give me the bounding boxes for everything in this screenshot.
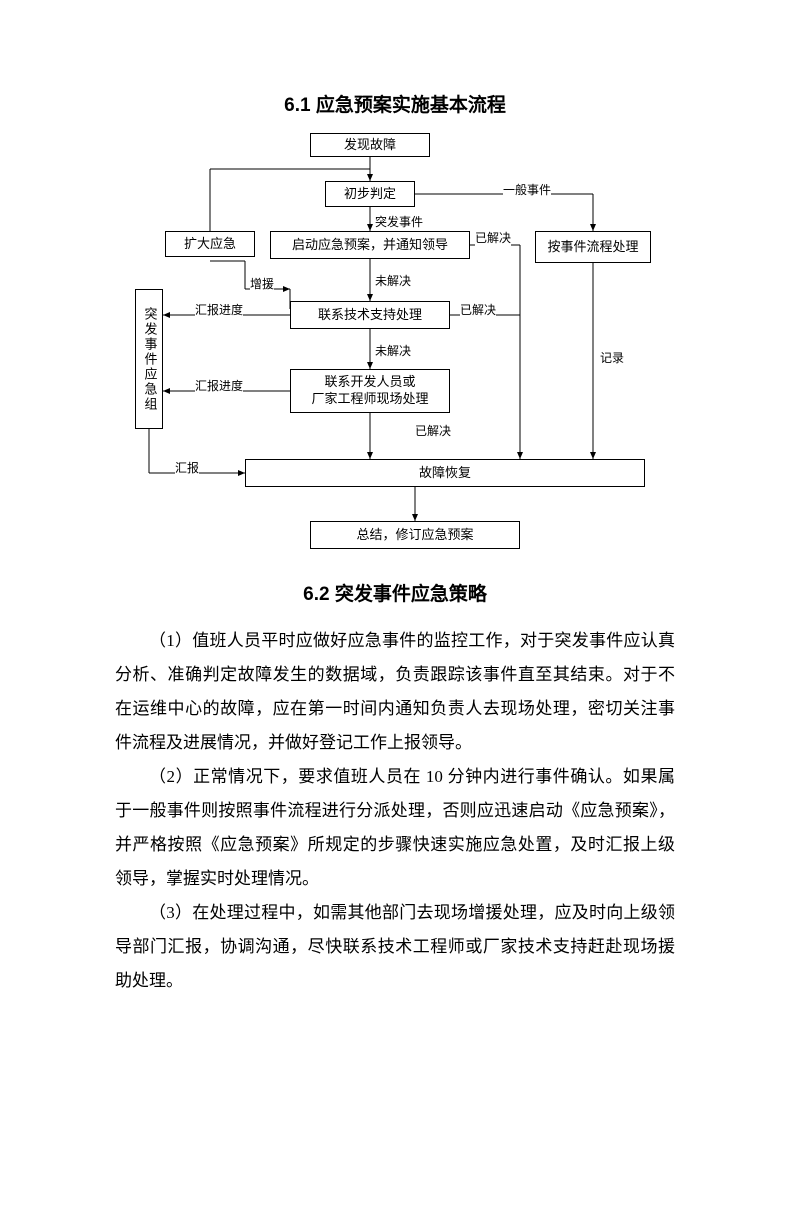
paragraph-3: （3）在处理过程中，如需其他部门去现场增援处理，应及时向上级领导部门汇报，协调沟… (115, 896, 675, 998)
label-unsolved-2: 未解决 (375, 342, 411, 359)
node-start-plan: 启动应急预案，并通知领导 (270, 231, 470, 259)
node-discover-fault: 发现故障 (310, 133, 430, 157)
label-reinforce: 增援 (250, 275, 274, 292)
label-solved-2: 已解决 (460, 301, 496, 318)
page: 6.1 应急预案实施基本流程 (0, 90, 790, 1209)
paragraph-2: （2）正常情况下，要求值班人员在 10 分钟内进行事件确认。如果属于一般事件则按… (115, 760, 675, 896)
label-progress-2: 汇报进度 (195, 377, 243, 394)
label-record: 记录 (600, 349, 624, 366)
node-emergency-group: 突发事件应急组 (135, 289, 163, 429)
node-tech-support: 联系技术支持处理 (290, 301, 450, 329)
label-unsolved-1: 未解决 (375, 272, 411, 289)
label-solved-1: 已解决 (475, 229, 511, 246)
node-recover: 故障恢复 (245, 459, 645, 487)
label-sudden-event: 突发事件 (375, 213, 423, 230)
node-developer: 联系开发人员或 厂家工程师现场处理 (290, 369, 450, 413)
node-normal-process: 按事件流程处理 (535, 231, 651, 263)
node-expand: 扩大应急 (165, 231, 255, 257)
label-normal-event: 一般事件 (503, 181, 551, 198)
label-progress-1: 汇报进度 (195, 301, 243, 318)
paragraph-1: （1）值班人员平时应做好应急事件的监控工作，对于突发事件应认真分析、准确判定故障… (115, 624, 675, 760)
node-initial-judge: 初步判定 (325, 181, 415, 207)
label-report: 汇报 (175, 459, 199, 476)
section-heading-6-2: 6.2 突发事件应急策略 (0, 579, 790, 606)
node-summary: 总结，修订应急预案 (310, 521, 520, 549)
body-text: （1）值班人员平时应做好应急事件的监控工作，对于突发事件应认真分析、准确判定故障… (115, 624, 675, 998)
section-heading-6-1: 6.1 应急预案实施基本流程 (0, 90, 790, 117)
flowchart: 发现故障 初步判定 启动应急预案，并通知领导 联系技术支持处理 联系开发人员或 … (115, 129, 675, 569)
label-solved-3: 已解决 (415, 422, 451, 439)
